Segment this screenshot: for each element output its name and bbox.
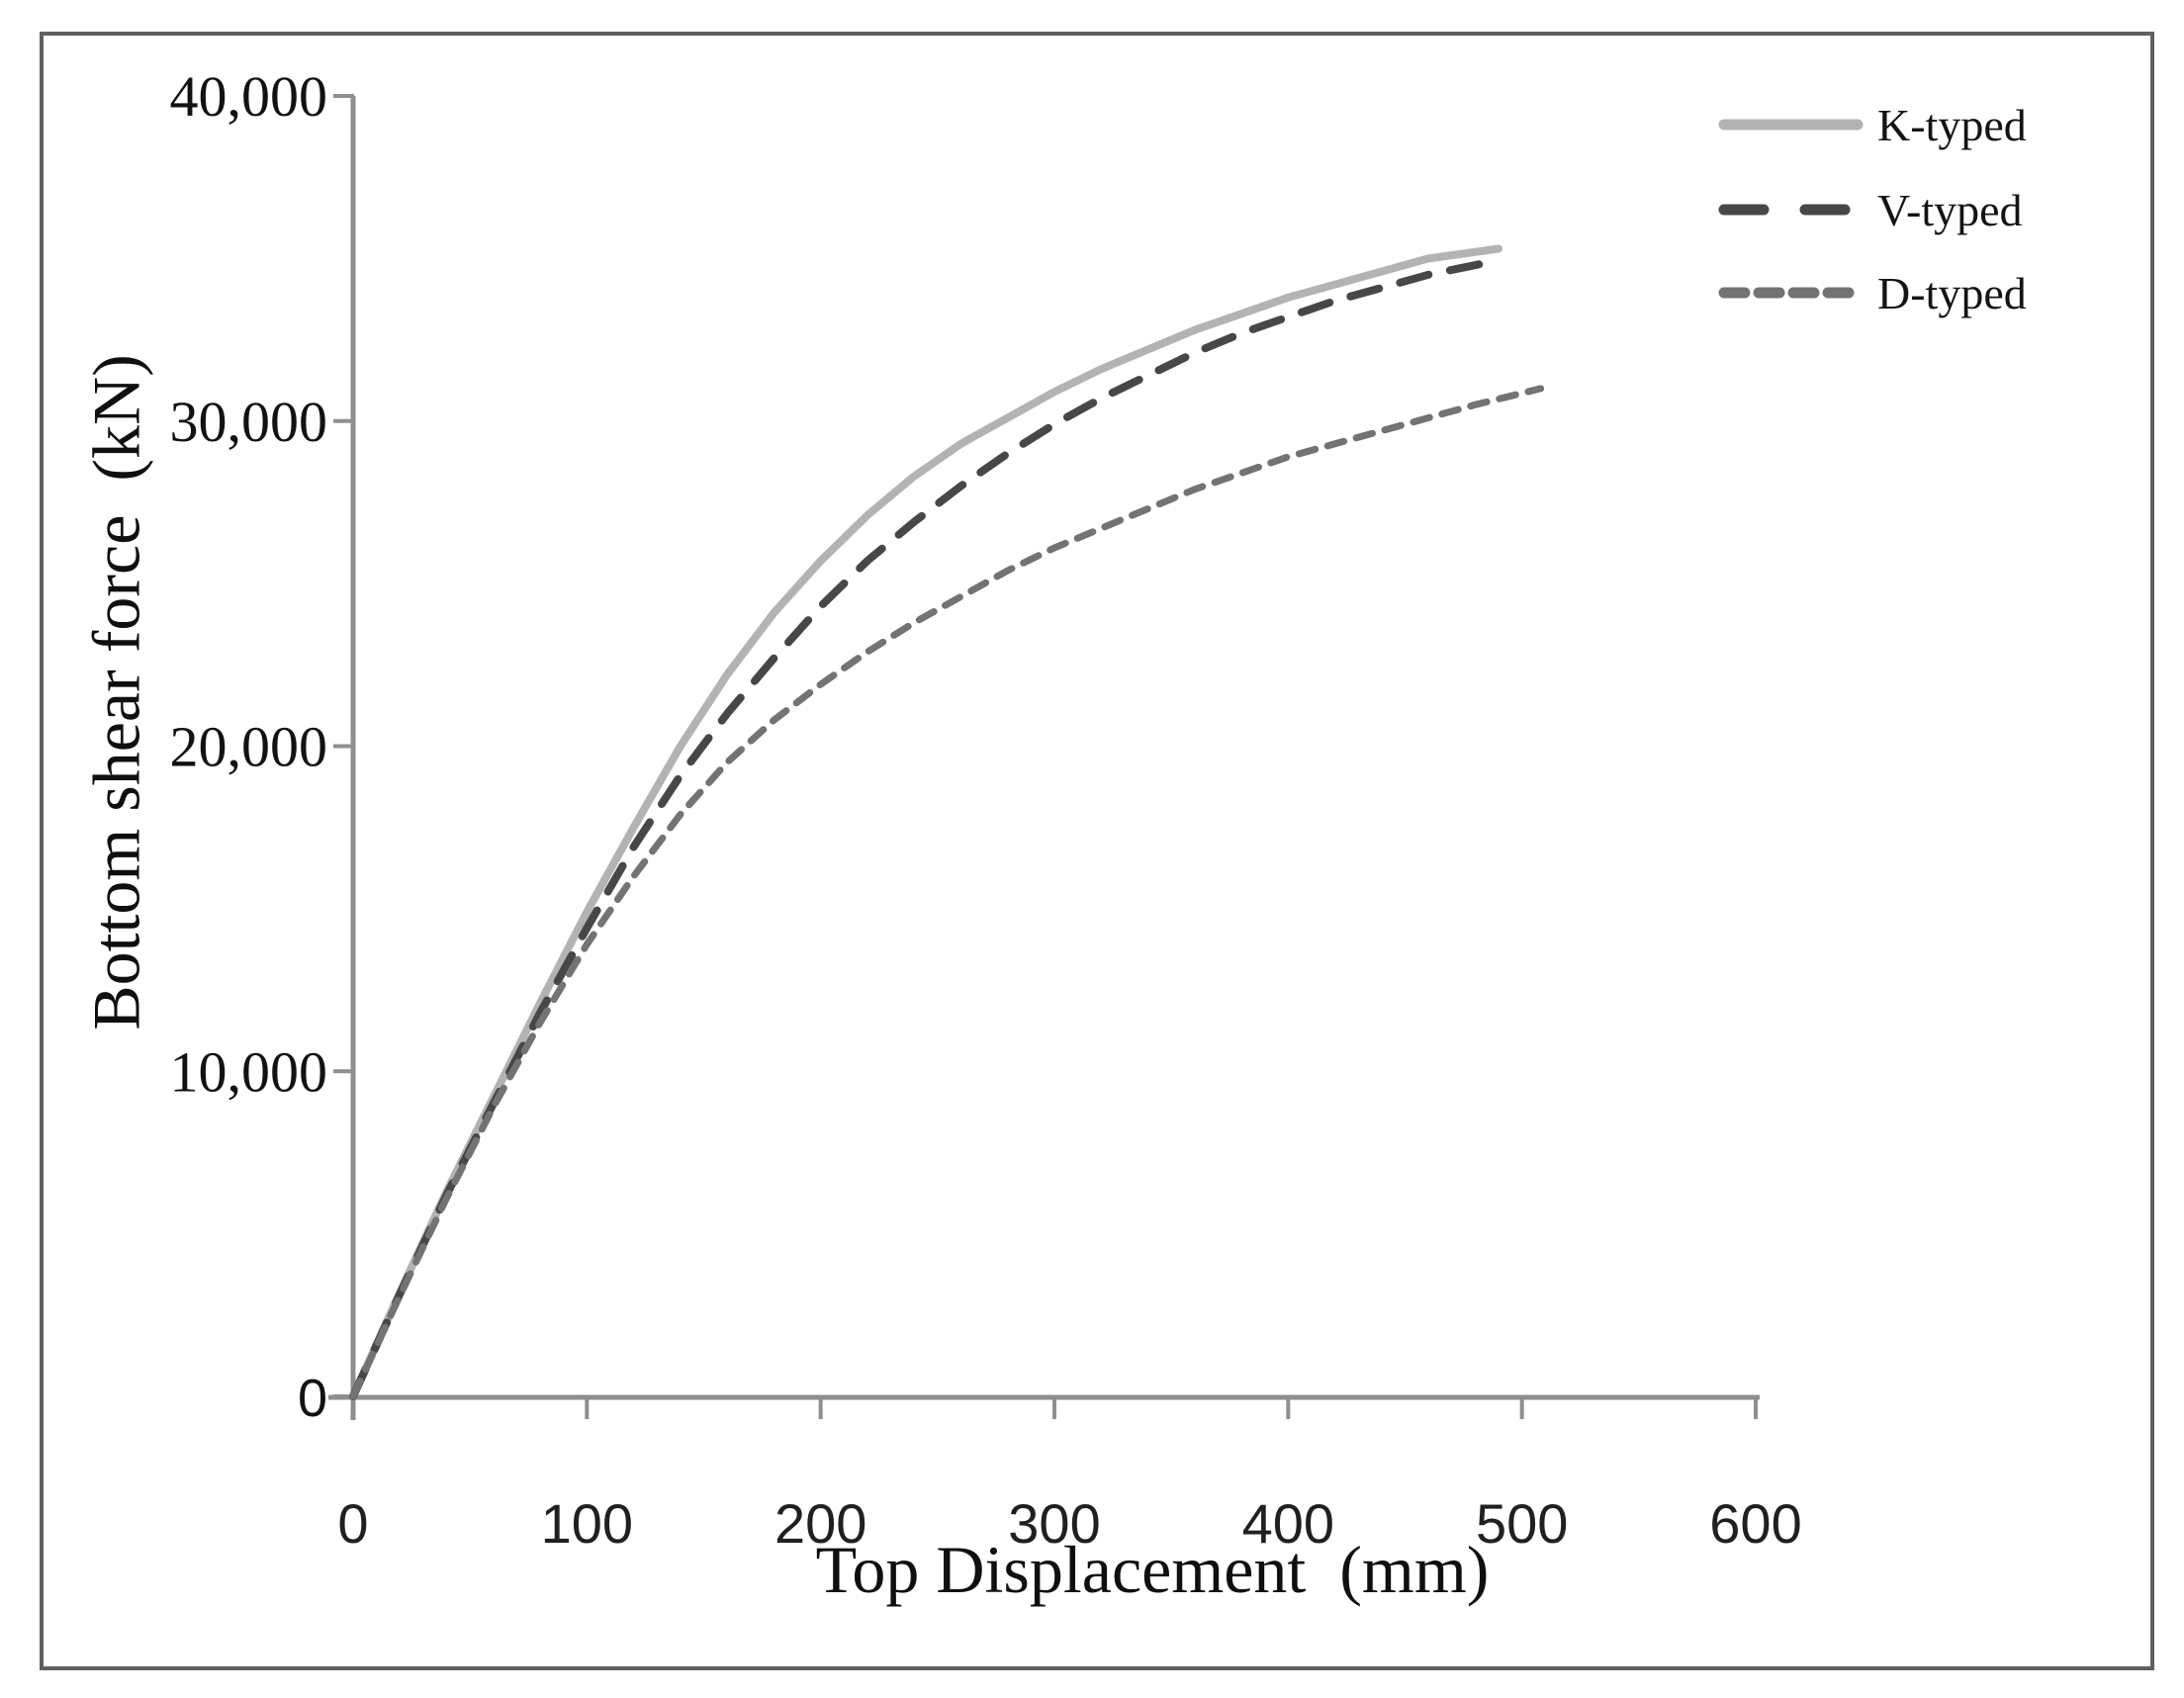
y-tick-label: 10,000 — [170, 1039, 328, 1104]
y-tick-label: 40,000 — [170, 64, 328, 129]
series-line-D-typed — [349, 385, 1545, 1400]
x-axis-title: Top Displacement (mm) — [815, 1532, 1490, 1607]
x-tick-label: 0 — [337, 1492, 368, 1555]
x-tick-label: 400 — [1242, 1492, 1334, 1555]
x-tick-label: 500 — [1476, 1492, 1568, 1555]
x-tick-label: 200 — [774, 1492, 866, 1555]
y-tick-label: 0 — [298, 1369, 327, 1428]
legend-label-D-typed: D-typed — [1877, 268, 2027, 318]
y-tick-label: 30,000 — [170, 390, 328, 454]
x-tick-label: 100 — [541, 1492, 633, 1555]
x-tick-label: 300 — [1008, 1492, 1100, 1555]
legend-label-K-typed: K-typed — [1877, 100, 2027, 150]
y-tick-label: 20,000 — [170, 715, 328, 779]
legend-label-V-typed: V-typed — [1877, 185, 2023, 235]
x-tick-label: 600 — [1709, 1492, 1801, 1555]
y-axis-title: Bottom shear force (kN) — [78, 354, 154, 1030]
series-line-K-typed — [349, 244, 1502, 1400]
series-line-V-typed — [349, 257, 1496, 1400]
